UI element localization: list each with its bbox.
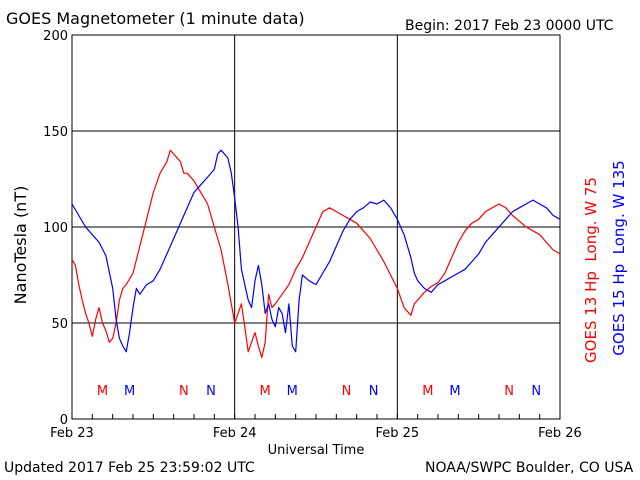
y-tick-label-2: 100 — [43, 221, 68, 236]
y-tick-label-0: 0 — [60, 413, 68, 428]
x-tick-label-1: Feb 24 — [213, 426, 257, 441]
noon-marker-0-0: N — [179, 384, 189, 399]
midnight-marker-1-2: M — [449, 384, 460, 399]
midnight-marker-0-1: M — [260, 384, 271, 399]
source-label: NOAA/SWPC Boulder, CO USA — [425, 460, 634, 476]
x-tick-label-2: Feb 25 — [375, 426, 419, 441]
midnight-marker-0-2: M — [422, 384, 433, 399]
midnight-marker-1-1: M — [287, 384, 298, 399]
midnight-marker-0-0: M — [97, 384, 108, 399]
x-tick-label-3: Feb 26 — [538, 426, 582, 441]
noon-marker-1-0: N — [206, 384, 216, 399]
y-tick-label-1: 50 — [51, 317, 68, 332]
midnight-marker-1-0: M — [124, 384, 135, 399]
series-line-0 — [71, 149, 561, 359]
y-tick-label-4: 200 — [43, 29, 68, 44]
legend-goes13: GOES 13 Hp Long. W 75 — [582, 177, 600, 363]
x-axis-label: Universal Time — [268, 443, 365, 458]
series-line-1 — [71, 149, 561, 353]
y-axis-label: NanoTesla (nT) — [11, 186, 30, 305]
noon-marker-0-2: N — [504, 384, 514, 399]
y-tick-label-3: 150 — [43, 125, 68, 140]
updated-label: Updated 2017 Feb 25 23:59:02 UTC — [4, 460, 255, 476]
chart-title: GOES Magnetometer (1 minute data) — [6, 9, 305, 28]
plot-area: 0 50 100 150 200 Feb 23 Feb 24 Feb 25 Feb 26 M M M N… — [43, 29, 582, 441]
noon-marker-0-1: N — [342, 384, 352, 399]
x-tick-label-0: Feb 23 — [50, 426, 94, 441]
noon-marker-1-2: N — [531, 384, 541, 399]
begin-label: Begin: 2017 Feb 23 0000 UTC — [405, 18, 614, 34]
legend-goes15: GOES 15 Hp Long. W 135 — [610, 160, 628, 355]
noon-marker-1-1: N — [369, 384, 379, 399]
